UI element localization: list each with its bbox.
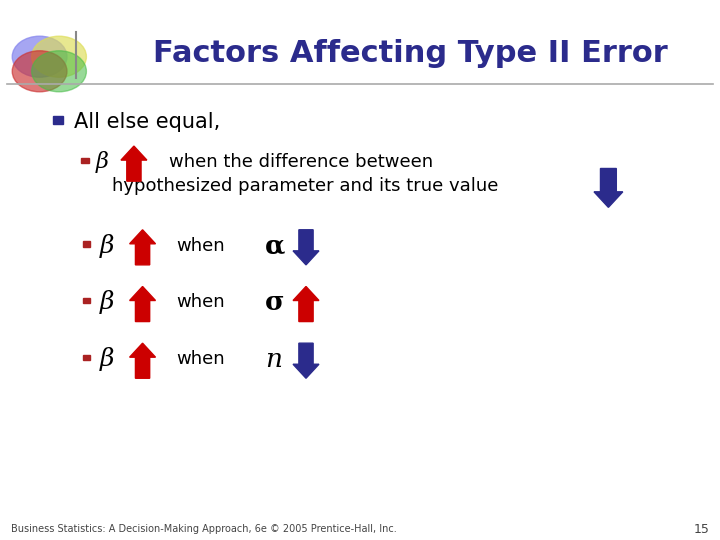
Text: α: α — [265, 233, 285, 258]
Circle shape — [12, 36, 67, 77]
Circle shape — [32, 36, 86, 77]
Polygon shape — [293, 286, 319, 322]
Polygon shape — [130, 343, 156, 378]
Text: All else equal,: All else equal, — [74, 111, 220, 132]
Text: β: β — [99, 234, 114, 258]
Text: when: when — [176, 293, 225, 312]
Text: β: β — [99, 347, 114, 371]
Bar — [83, 298, 90, 303]
Text: 15: 15 — [693, 523, 709, 536]
Polygon shape — [293, 343, 319, 378]
Text: σ: σ — [265, 290, 284, 315]
Polygon shape — [594, 168, 623, 207]
Polygon shape — [130, 230, 156, 265]
Bar — [53, 116, 63, 124]
Polygon shape — [293, 230, 319, 265]
Text: Business Statistics: A Decision-Making Approach, 6e © 2005 Prentice-Hall, Inc.: Business Statistics: A Decision-Making A… — [11, 524, 397, 534]
Text: when the difference between: when the difference between — [169, 153, 433, 171]
Circle shape — [12, 51, 67, 92]
Text: when: when — [176, 237, 225, 255]
Text: Factors Affecting Type II Error: Factors Affecting Type II Error — [153, 39, 667, 69]
Bar — [83, 241, 90, 247]
Polygon shape — [121, 146, 147, 181]
Text: β: β — [96, 151, 109, 173]
Circle shape — [32, 51, 86, 92]
Text: β: β — [99, 291, 114, 314]
Text: hypothesized parameter and its true value: hypothesized parameter and its true valu… — [112, 177, 498, 195]
Bar — [81, 158, 89, 163]
Text: when: when — [176, 350, 225, 368]
Text: n: n — [265, 347, 282, 372]
Polygon shape — [130, 286, 156, 322]
Bar — [83, 355, 90, 360]
